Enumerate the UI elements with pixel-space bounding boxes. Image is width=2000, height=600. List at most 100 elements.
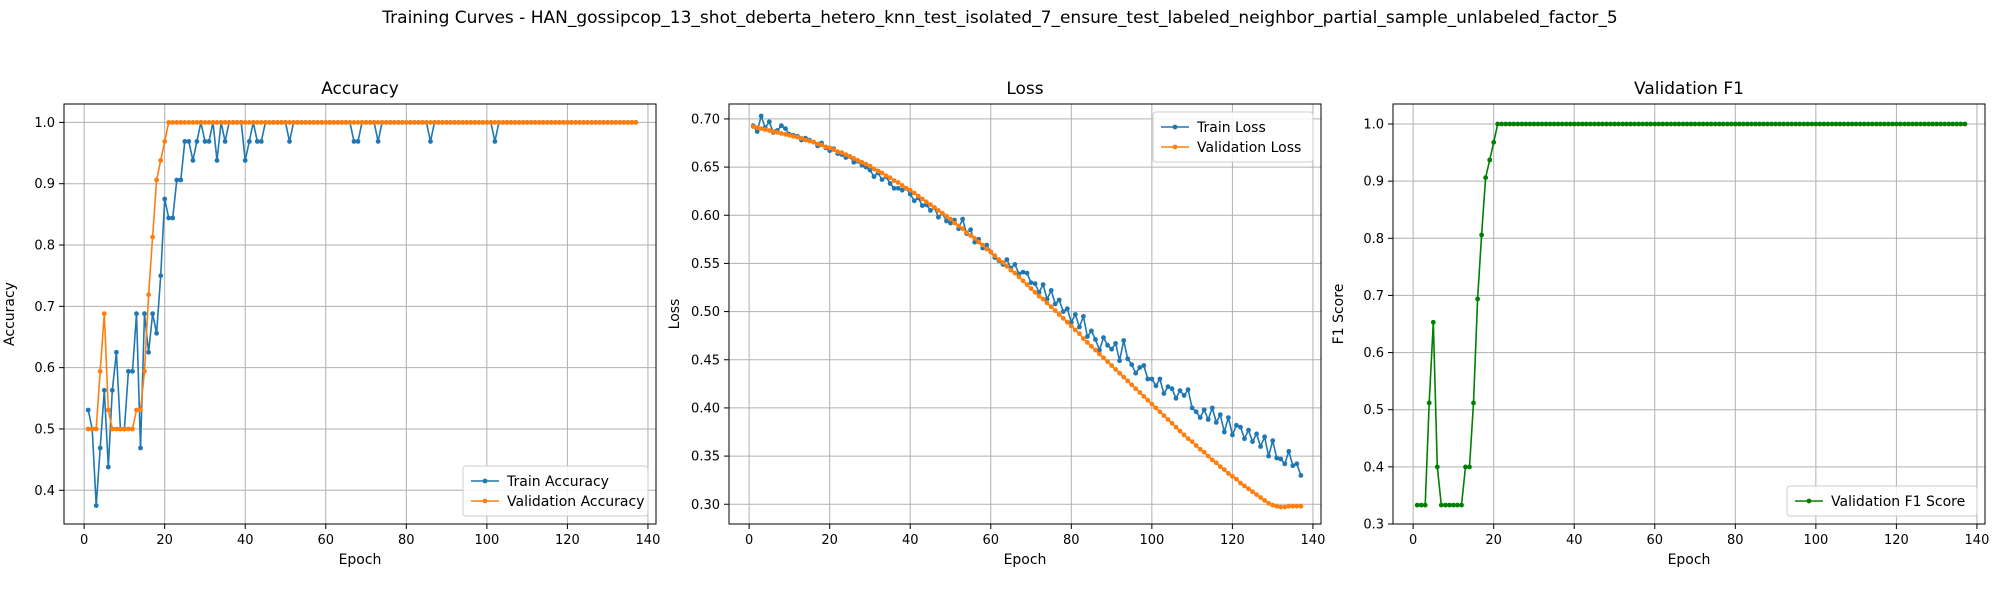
data-point xyxy=(1093,337,1098,342)
data-point xyxy=(1583,121,1589,127)
data-point xyxy=(1032,281,1038,287)
data-point xyxy=(170,215,176,221)
data-point xyxy=(299,120,304,125)
data-point xyxy=(1567,121,1573,127)
data-point xyxy=(267,120,272,125)
data-point xyxy=(1097,347,1102,353)
data-point xyxy=(1845,121,1851,127)
data-point xyxy=(178,120,184,125)
data-point xyxy=(1616,121,1621,127)
data-point xyxy=(1648,121,1654,127)
data-point xyxy=(1221,429,1227,435)
data-point xyxy=(307,120,313,125)
data-point xyxy=(1169,386,1175,392)
x-tick-label: 0 xyxy=(80,533,88,548)
data-point xyxy=(843,152,849,158)
data-point xyxy=(1205,417,1211,422)
data-point xyxy=(150,234,156,240)
data-point xyxy=(1298,503,1304,509)
data-point xyxy=(1447,502,1452,508)
legend: Validation F1 Score xyxy=(1786,485,1978,517)
data-point xyxy=(206,120,212,125)
y-tick-label: 0.60 xyxy=(691,209,720,224)
data-point xyxy=(97,445,103,451)
y-tick-label: 0.6 xyxy=(1363,346,1384,361)
data-point xyxy=(1077,331,1082,337)
chart-title: Loss xyxy=(1006,79,1043,99)
data-point xyxy=(1262,434,1267,440)
data-point xyxy=(932,205,937,211)
data-point xyxy=(1753,121,1758,127)
data-point xyxy=(960,216,965,222)
data-point xyxy=(1234,422,1239,428)
x-tick-label: 40 xyxy=(1566,533,1583,548)
data-point xyxy=(585,120,590,125)
data-point xyxy=(1664,121,1670,127)
data-point xyxy=(1181,393,1187,398)
series-line xyxy=(752,115,1302,476)
data-point xyxy=(1728,121,1734,127)
data-point xyxy=(166,120,172,125)
data-point xyxy=(1600,121,1605,127)
data-point xyxy=(1938,121,1944,127)
x-tick-label: 120 xyxy=(1220,533,1245,548)
data-point xyxy=(1769,121,1774,127)
data-point xyxy=(295,120,300,125)
x-tick-label: 80 xyxy=(1063,533,1080,548)
data-point xyxy=(936,214,941,220)
data-point xyxy=(1636,121,1642,127)
data-point xyxy=(1121,374,1127,380)
data-point xyxy=(956,223,961,229)
data-point xyxy=(1724,121,1730,127)
data-point xyxy=(1741,121,1746,127)
data-point xyxy=(1624,121,1629,127)
chart-1: 0 20 40 60 80 100 120 140 0.4 0.5 0.6 0.7 0.8 0.9 1.0 A… xyxy=(2,79,660,568)
data-point xyxy=(1422,502,1428,508)
data-point xyxy=(1004,257,1010,262)
data-point xyxy=(319,120,325,125)
data-point xyxy=(1885,121,1891,127)
data-point xyxy=(1226,471,1231,476)
data-point xyxy=(1068,323,1074,329)
data-point xyxy=(1523,121,1529,127)
data-point xyxy=(758,126,764,131)
data-point xyxy=(331,120,337,125)
data-point xyxy=(1201,407,1207,413)
data-point xyxy=(807,138,812,144)
legend-entry: Validation Accuracy xyxy=(507,494,645,510)
data-point xyxy=(93,426,99,432)
legend-entry: Validation Loss xyxy=(1197,140,1301,156)
data-point xyxy=(1930,121,1935,127)
y-tick-label: 0.40 xyxy=(691,401,720,416)
x-tick-label: 140 xyxy=(1301,533,1326,548)
series-2 xyxy=(85,120,639,432)
data-point xyxy=(504,120,510,125)
data-point xyxy=(1113,367,1118,372)
data-point xyxy=(1656,121,1662,127)
data-point xyxy=(97,368,103,374)
series-1 xyxy=(1414,121,1968,508)
data-point xyxy=(524,120,530,125)
data-point xyxy=(787,132,792,138)
data-point xyxy=(1869,121,1875,127)
data-point xyxy=(536,120,542,125)
chart-title: Validation F1 xyxy=(1634,79,1744,99)
data-point xyxy=(1169,420,1175,426)
data-point xyxy=(1414,502,1420,508)
data-point xyxy=(452,120,457,125)
data-point xyxy=(875,168,881,174)
data-point xyxy=(823,144,829,150)
data-point xyxy=(1716,121,1722,127)
data-point xyxy=(351,120,357,125)
data-point xyxy=(980,242,986,248)
data-point xyxy=(577,120,582,125)
y-tick-label: 0.6 xyxy=(34,361,55,376)
data-point xyxy=(851,159,857,165)
data-point xyxy=(1861,121,1867,127)
data-point xyxy=(101,311,107,317)
data-point xyxy=(1217,412,1223,418)
data-point xyxy=(1527,121,1533,127)
data-point xyxy=(1531,121,1537,127)
data-point xyxy=(887,181,893,186)
